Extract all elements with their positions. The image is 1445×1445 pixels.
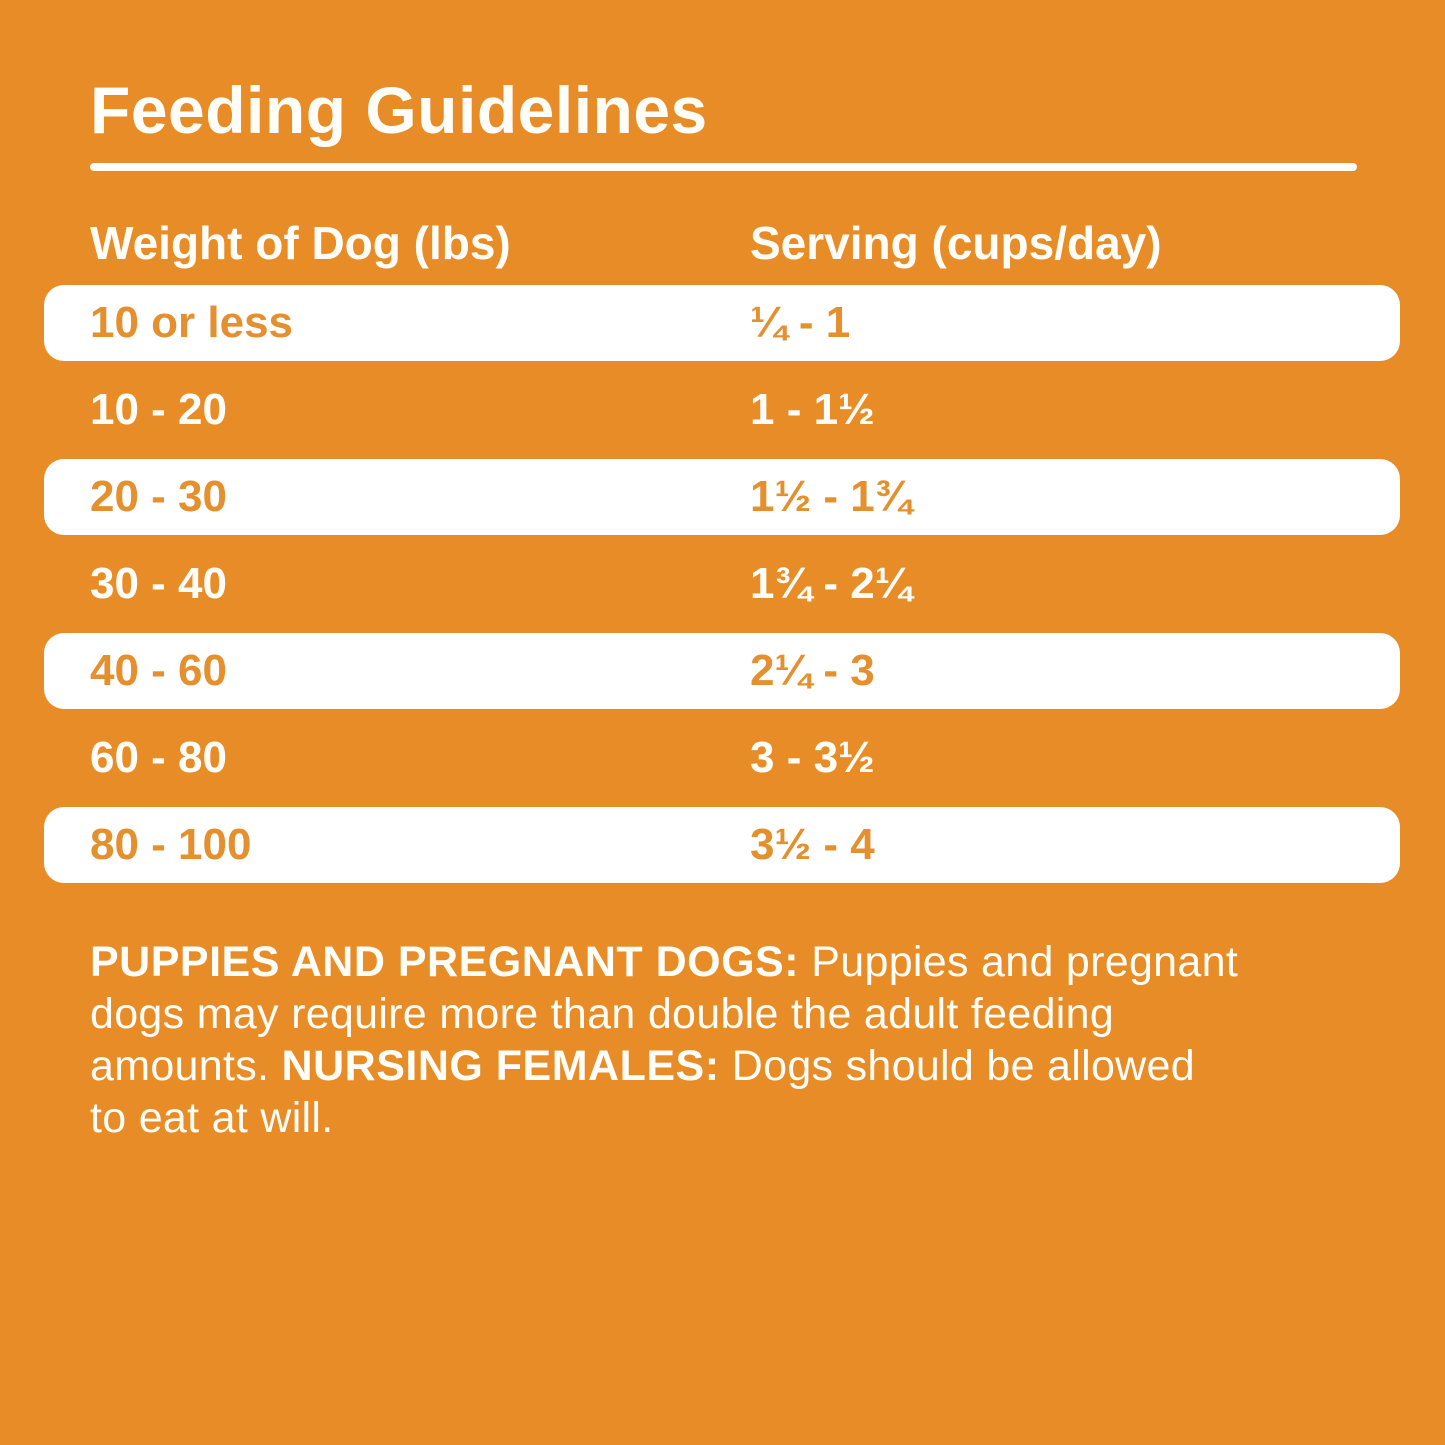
notes-line: dogs may require more than double the ad…: [90, 990, 1115, 1038]
weight-cell: 20 - 30: [90, 472, 227, 521]
serving-cell: 3 - 3½: [750, 733, 875, 782]
serving-cell: ¼ - 1: [750, 298, 851, 347]
serving-cell: 1¾ - 2¼: [750, 559, 912, 608]
notes-line: PUPPIES AND PREGNANT DOGS: Puppies and p…: [90, 938, 1239, 986]
serving-column-header: Serving (cups/day): [750, 217, 1162, 269]
serving-cell: 2¼ - 3: [750, 646, 875, 695]
weight-cell: 60 - 80: [90, 733, 227, 782]
table-row: 80 - 100 3½ - 4: [44, 807, 1400, 883]
feeding-table: 10 or less ¼ - 1 10 - 20 1 - 1½ 20 - 30 …: [44, 285, 1400, 894]
table-row: 60 - 80 3 - 3½: [44, 720, 1400, 796]
title-underline: [90, 163, 1357, 171]
weight-cell: 10 or less: [90, 298, 294, 347]
notes-line: amounts. NURSING FEMALES: Dogs should be…: [90, 1042, 1195, 1090]
weight-cell: 30 - 40: [90, 559, 227, 608]
feeding-notes: PUPPIES AND PREGNANT DOGS: Puppies and p…: [90, 936, 1380, 1144]
table-row: 10 or less ¼ - 1: [44, 285, 1400, 361]
table-row: 40 - 60 2¼ - 3: [44, 633, 1400, 709]
weight-cell: 40 - 60: [90, 646, 227, 695]
serving-cell: 1½ - 1¾: [750, 472, 912, 521]
table-row: 20 - 30 1½ - 1¾: [44, 459, 1400, 535]
page-title: Feeding Guidelines: [90, 73, 708, 147]
serving-cell: 3½ - 4: [750, 820, 875, 869]
table-row: 10 - 20 1 - 1½: [44, 372, 1400, 448]
serving-cell: 1 - 1½: [750, 385, 875, 434]
notes-line: to eat at will.: [90, 1094, 334, 1142]
table-row: 30 - 40 1¾ - 2¼: [44, 546, 1400, 622]
weight-cell: 10 - 20: [90, 385, 227, 434]
table-header-row: Weight of Dog (lbs) Serving (cups/day): [90, 216, 1400, 270]
weight-cell: 80 - 100: [90, 820, 252, 869]
weight-column-header: Weight of Dog (lbs): [90, 217, 511, 269]
